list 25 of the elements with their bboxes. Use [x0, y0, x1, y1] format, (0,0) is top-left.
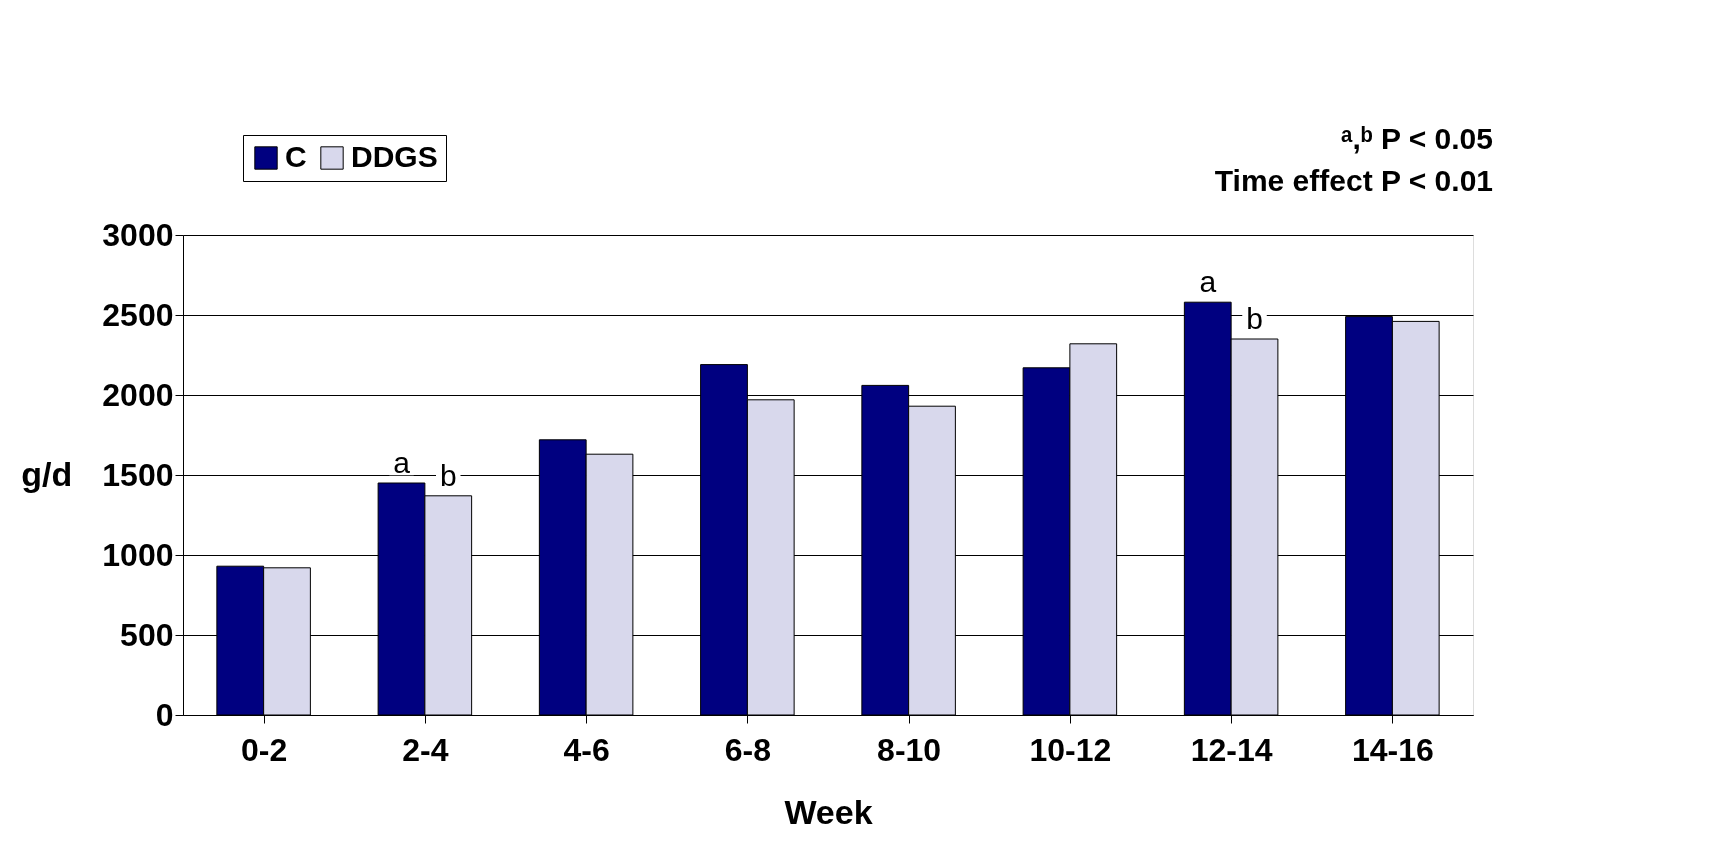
y-tick-label: 500 — [120, 616, 174, 653]
legend-label: DDGS — [351, 140, 438, 173]
x-tick-label: 0-2 — [241, 731, 288, 768]
y-tick-label: 3000 — [102, 216, 174, 253]
annotation: a — [1199, 265, 1217, 299]
x-axis-title: Week — [784, 792, 873, 831]
annotation: b — [439, 458, 457, 492]
text: ᵃ,ᵇ P < 0.05 — [1341, 122, 1493, 155]
x-tick-label: 4-6 — [563, 731, 610, 768]
x-tick-label: 10-12 — [1029, 731, 1112, 768]
legend-label: C — [285, 140, 307, 173]
y-tick-label: 1500 — [102, 456, 174, 493]
text: Time effect P < 0.01 — [1214, 164, 1493, 197]
y-tick-label: 0 — [155, 696, 174, 733]
y-tick-label: 2000 — [102, 376, 174, 413]
x-tick-label: 2-4 — [402, 731, 449, 768]
y-tick-label: 2500 — [102, 296, 174, 333]
y-axis-title: g/d — [21, 454, 73, 493]
x-tick-label: 12-14 — [1190, 731, 1273, 768]
y-tick-label: 1000 — [102, 536, 174, 573]
annotation: a — [393, 446, 411, 479]
annotation: b — [1246, 302, 1263, 335]
x-tick-label: 14-16 — [1351, 731, 1434, 768]
x-tick-label: 8-10 — [877, 731, 942, 768]
x-tick-label: 6-8 — [724, 731, 771, 768]
